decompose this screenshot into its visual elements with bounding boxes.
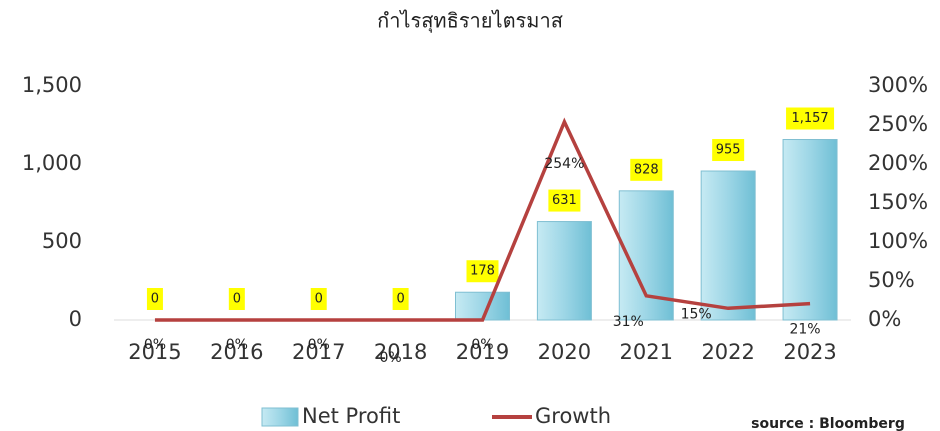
data-label: 0: [233, 292, 241, 307]
data-label-bg: [712, 139, 745, 162]
y2-tick-label: 150%: [868, 190, 928, 214]
data-label-bg: [228, 288, 245, 310]
x-tick-label: 2015: [128, 340, 181, 364]
data-label-bg: [548, 189, 581, 212]
data-label: 631: [552, 193, 577, 208]
y2-tick-label: 50%: [868, 268, 915, 292]
source: source : Bloomberg: [751, 416, 905, 431]
growth-label: 31%: [613, 314, 644, 330]
data-label: 955: [716, 143, 741, 158]
legend-label: Growth: [535, 404, 611, 428]
x-tick-label: 2019: [456, 340, 509, 364]
x-tick-label: 2017: [292, 340, 345, 364]
y2-tick-label: 0%: [868, 307, 901, 331]
y2-tick-label: 300%: [868, 73, 928, 97]
growth-label: 0%: [380, 350, 402, 366]
y2-tick-label: 100%: [868, 229, 928, 253]
growth-label: 15%: [681, 306, 712, 322]
growth-label: 0%: [308, 337, 330, 353]
data-label: 0: [396, 292, 404, 307]
x-tick-label: 2016: [210, 340, 263, 364]
data-label-bg: [146, 288, 163, 310]
bar: [455, 291, 510, 321]
data-label-bg: [466, 260, 499, 283]
y2-tick-label: 250%: [868, 112, 928, 136]
y2-tick-label: 200%: [868, 151, 928, 175]
y-tick-label: 1,000: [22, 151, 82, 175]
data-label: 1,157: [791, 111, 828, 126]
x-tick-label: 2018: [374, 340, 427, 364]
legend-label: Net Profit: [302, 404, 400, 428]
data-label-bg: [392, 288, 409, 310]
growth-label: 0%: [471, 337, 493, 353]
line: [154, 117, 811, 322]
data-label-bg: [310, 288, 327, 310]
data-label: 828: [634, 162, 659, 177]
data-label: 0: [315, 292, 323, 307]
bar: [536, 221, 592, 321]
data-label-bg: [786, 107, 835, 130]
x-tick-label: 2020: [538, 340, 591, 364]
growth-label: 0%: [144, 337, 166, 353]
y-tick-label: 0: [69, 307, 82, 331]
legend-swatch: [261, 407, 299, 427]
bar: [782, 139, 838, 321]
y-tick-label: 1,500: [22, 73, 82, 97]
growth-label: 0%: [226, 337, 248, 353]
chart-title: กำไรสุทธิรายไตรมาส: [377, 9, 563, 34]
x-tick-label: 2023: [783, 340, 836, 364]
y-tick-label: 500: [42, 229, 82, 253]
x-tick-label: 2021: [620, 340, 673, 364]
x-tick-label: 2022: [701, 340, 754, 364]
data-label: 0: [151, 292, 159, 307]
data-label-bg: [630, 158, 663, 181]
data-label: 178: [470, 264, 495, 279]
growth-label: 21%: [789, 322, 820, 338]
bar: [700, 170, 756, 321]
growth-label: 254%: [544, 156, 584, 172]
